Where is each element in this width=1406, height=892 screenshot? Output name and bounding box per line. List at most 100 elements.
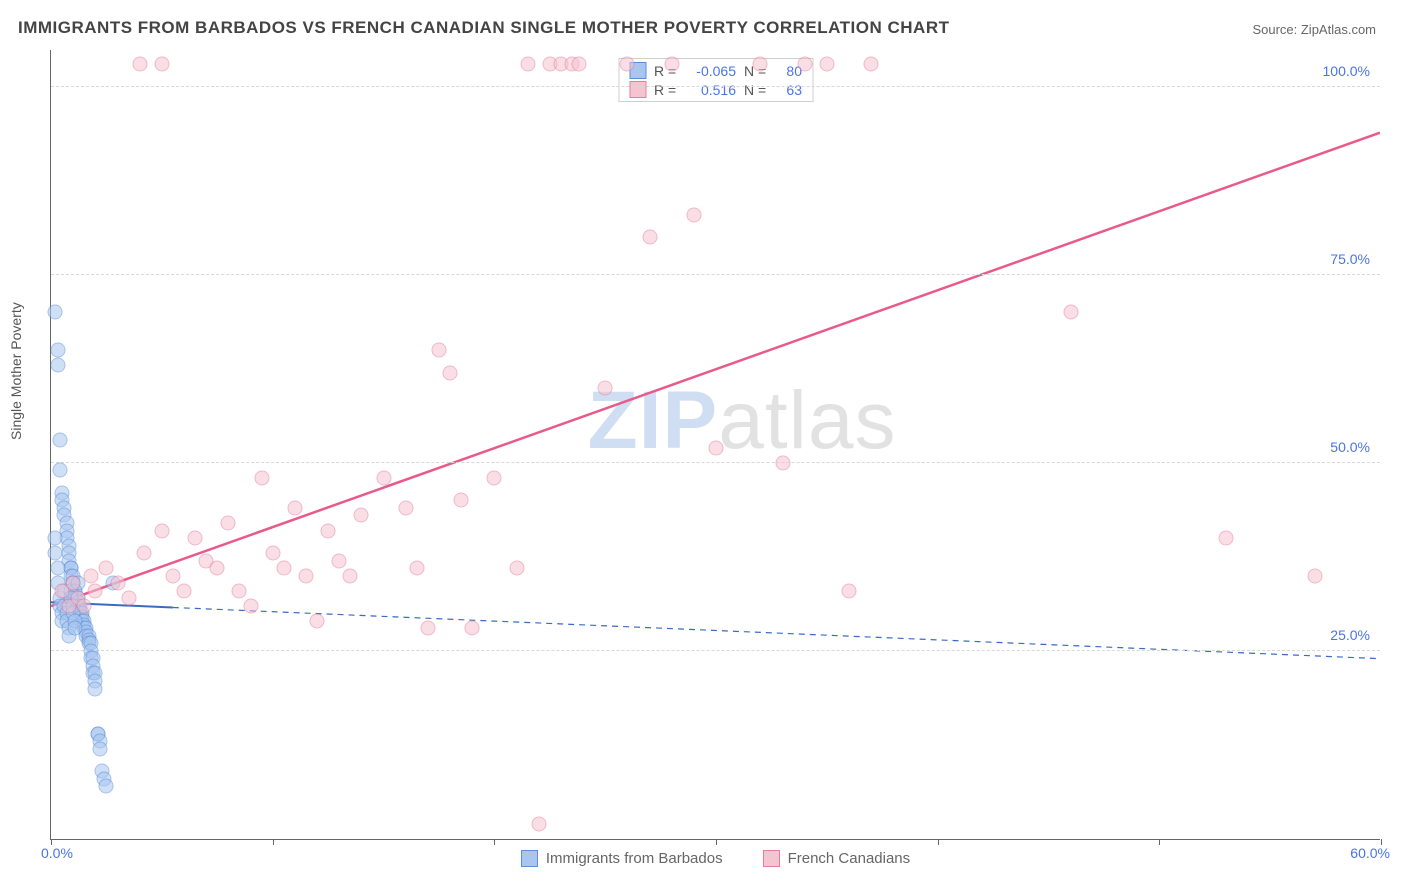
scatter-point [520, 57, 535, 72]
scatter-point [132, 57, 147, 72]
scatter-point [68, 621, 83, 636]
scatter-point [1063, 305, 1078, 320]
scatter-point [343, 568, 358, 583]
scatter-point [66, 576, 81, 591]
chart-source: Source: ZipAtlas.com [1252, 22, 1376, 37]
scatter-point [709, 440, 724, 455]
scatter-point [154, 57, 169, 72]
scatter-point [265, 546, 280, 561]
chart-title: IMMIGRANTS FROM BARBADOS VS FRENCH CANAD… [18, 18, 950, 38]
scatter-point [48, 305, 63, 320]
x-axis-tick [938, 839, 939, 845]
scatter-point [398, 500, 413, 515]
scatter-point [254, 470, 269, 485]
chart-legend: Immigrants from Barbados French Canadians [51, 850, 1380, 867]
legend-swatch [521, 850, 538, 867]
scatter-point [165, 568, 180, 583]
scatter-point [52, 433, 67, 448]
scatter-point [842, 583, 857, 598]
scatter-point [620, 57, 635, 72]
scatter-point [50, 342, 65, 357]
scatter-point [509, 561, 524, 576]
scatter-point [287, 500, 302, 515]
scatter-point [48, 546, 63, 561]
x-axis-tick [716, 839, 717, 845]
scatter-point [88, 583, 103, 598]
scatter-point [243, 598, 258, 613]
scatter-point [598, 380, 613, 395]
scatter-point [276, 561, 291, 576]
legend-label: French Canadians [788, 850, 911, 867]
legend-swatch [763, 850, 780, 867]
y-axis-tick-label: 50.0% [1330, 439, 1370, 455]
r-value: 0.516 [688, 82, 736, 98]
scatter-point [232, 583, 247, 598]
scatter-point [88, 681, 103, 696]
y-axis-tick-label: 75.0% [1330, 251, 1370, 267]
series-swatch [629, 81, 646, 98]
stats-row: R = 0.516 N = 63 [619, 80, 812, 99]
scatter-point [664, 57, 679, 72]
scatter-point [188, 531, 203, 546]
r-label: R = [654, 82, 680, 98]
scatter-point [99, 779, 114, 794]
scatter-point [686, 207, 701, 222]
scatter-point [354, 508, 369, 523]
scatter-point [487, 470, 502, 485]
x-axis-tick [494, 839, 495, 845]
scatter-point [50, 358, 65, 373]
scatter-point [310, 613, 325, 628]
scatter-point [50, 561, 65, 576]
x-axis-tick [1159, 839, 1160, 845]
scatter-point [409, 561, 424, 576]
gridline-h [51, 86, 1380, 87]
scatter-point [52, 463, 67, 478]
watermark-atlas: atlas [718, 375, 896, 466]
scatter-point [465, 621, 480, 636]
scatter-point [92, 741, 107, 756]
scatter-point [210, 561, 225, 576]
y-axis-tick-label: 100.0% [1323, 63, 1370, 79]
scatter-point [177, 583, 192, 598]
scatter-point [1307, 568, 1322, 583]
y-axis-tick-label: 25.0% [1330, 627, 1370, 643]
scatter-point [454, 493, 469, 508]
scatter-point [642, 230, 657, 245]
scatter-point [431, 342, 446, 357]
scatter-point [298, 568, 313, 583]
watermark: ZIPatlas [588, 374, 897, 468]
scatter-point [571, 57, 586, 72]
scatter-point [48, 531, 63, 546]
scatter-point [376, 470, 391, 485]
scatter-point [1218, 531, 1233, 546]
correlation-stats-box: R =-0.065N =80 R = 0.516 N = 63 [618, 58, 813, 102]
scatter-point [864, 57, 879, 72]
scatter-point [775, 455, 790, 470]
scatter-point [121, 591, 136, 606]
n-label: N = [744, 82, 770, 98]
scatter-point [99, 561, 114, 576]
trend-line [51, 133, 1380, 606]
legend-item: French Canadians [763, 850, 911, 867]
scatter-point [332, 553, 347, 568]
n-value: 63 [778, 82, 802, 98]
scatter-point [321, 523, 336, 538]
scatter-point [753, 57, 768, 72]
x-axis-tick [273, 839, 274, 845]
y-axis-label: Single Mother Poverty [8, 302, 24, 440]
x-axis-tick [1381, 839, 1382, 845]
gridline-h [51, 274, 1380, 275]
scatter-point [443, 365, 458, 380]
scatter-point [221, 516, 236, 531]
scatter-point [819, 57, 834, 72]
scatter-point [77, 598, 92, 613]
trend-line-dashed [173, 607, 1380, 658]
stats-row: R =-0.065N =80 [619, 61, 812, 80]
gridline-h [51, 462, 1380, 463]
scatter-plot-area: ZIPatlas R =-0.065N =80R =0.516N =63 0.0… [50, 50, 1380, 840]
x-axis-tick [51, 839, 52, 845]
scatter-point [154, 523, 169, 538]
scatter-point [137, 546, 152, 561]
legend-item: Immigrants from Barbados [521, 850, 723, 867]
r-value: -0.065 [688, 63, 736, 79]
